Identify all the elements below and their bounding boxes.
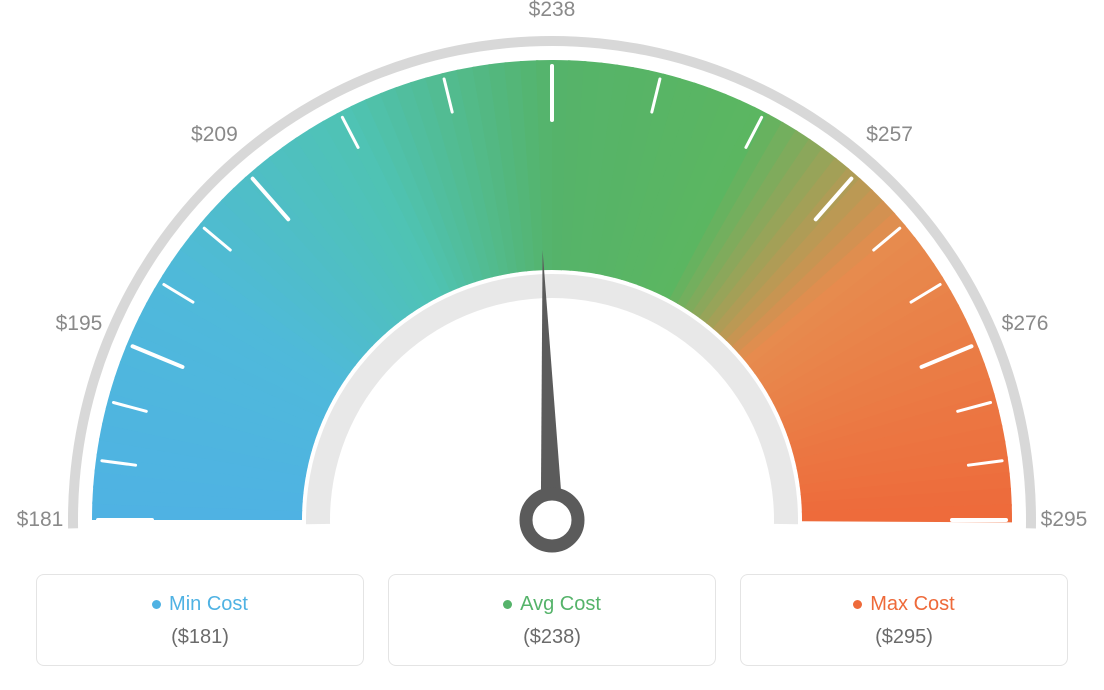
gauge-scale-label: $276 — [1002, 312, 1049, 336]
legend-card-max: Max Cost ($295) — [740, 574, 1068, 666]
gauge-scale-label: $195 — [56, 312, 103, 336]
gauge-scale-label: $209 — [191, 123, 238, 147]
gauge-scale-label: $295 — [1041, 508, 1088, 532]
legend-dot-min — [152, 600, 161, 609]
legend-dot-avg — [503, 600, 512, 609]
legend-label-min: Min Cost — [169, 593, 248, 616]
legend-title-min: Min Cost — [152, 593, 248, 616]
legend-value-avg: ($238) — [399, 626, 705, 649]
gauge-svg — [0, 0, 1104, 560]
legend-title-avg: Avg Cost — [503, 593, 601, 616]
legend-label-avg: Avg Cost — [520, 593, 601, 616]
cost-gauge: $181 $195 $209 $238 $257 $276 $295 — [0, 0, 1104, 560]
legend-card-min: Min Cost ($181) — [36, 574, 364, 666]
legend-value-max: ($295) — [751, 626, 1057, 649]
legend-value-min: ($181) — [47, 626, 353, 649]
gauge-scale-label: $181 — [17, 508, 64, 532]
legend-dot-max — [853, 600, 862, 609]
legend-card-avg: Avg Cost ($238) — [388, 574, 716, 666]
gauge-scale-label: $238 — [529, 0, 576, 22]
legend-label-max: Max Cost — [870, 593, 954, 616]
legend-title-max: Max Cost — [853, 593, 954, 616]
legend-row: Min Cost ($181) Avg Cost ($238) Max Cost… — [36, 574, 1068, 666]
gauge-scale-label: $257 — [866, 123, 913, 147]
